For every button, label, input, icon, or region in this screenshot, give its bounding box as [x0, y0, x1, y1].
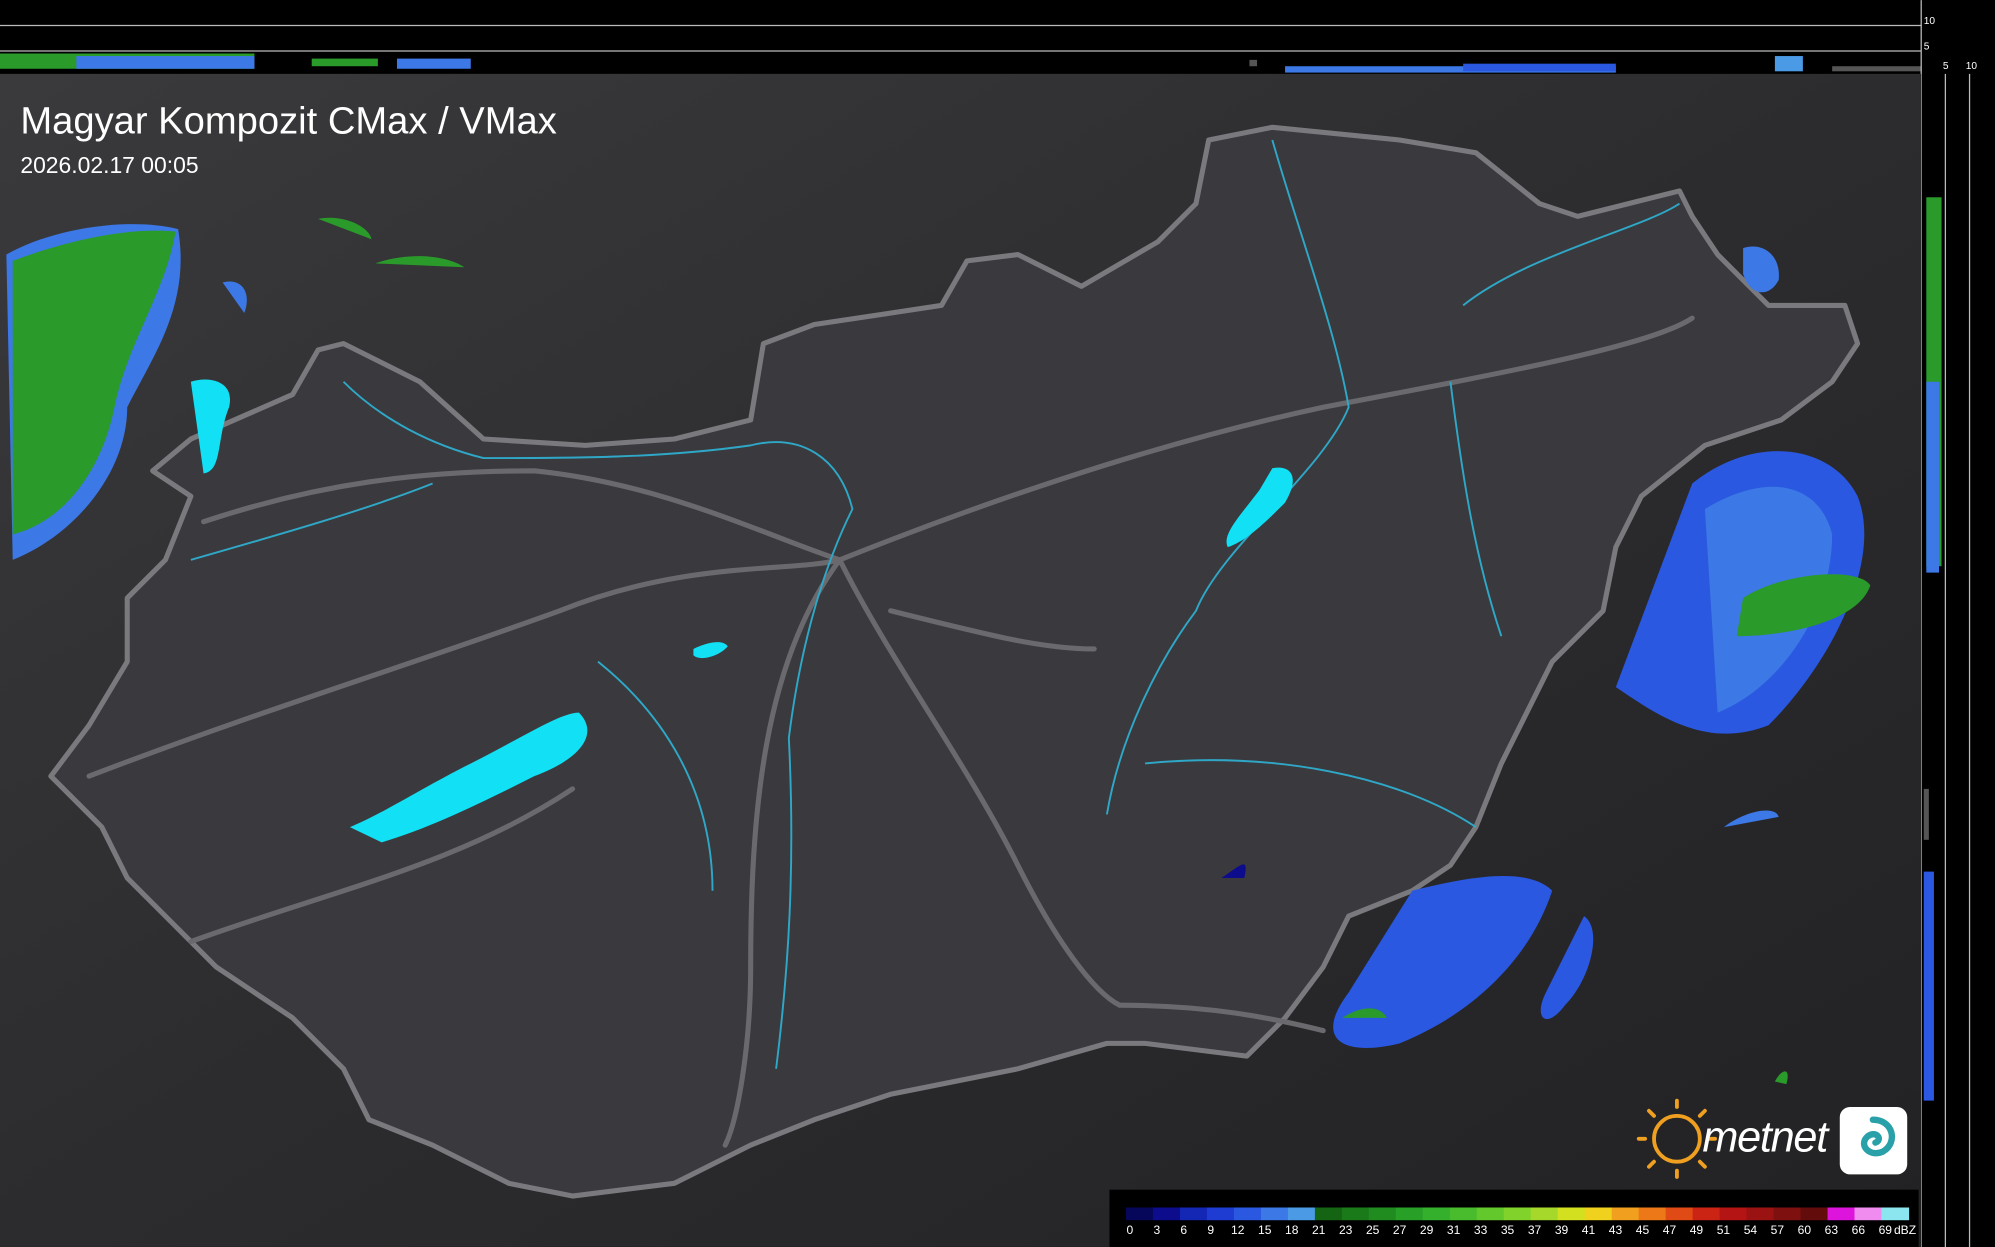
lake-balaton — [349, 712, 588, 843]
legend-label: 60 — [1798, 1223, 1812, 1237]
legend-label: 39 — [1555, 1223, 1569, 1237]
legend-swatch — [1692, 1207, 1721, 1221]
legend-label: 41 — [1582, 1223, 1596, 1237]
legend-swatch — [1287, 1207, 1316, 1221]
legend-swatch — [1773, 1207, 1802, 1221]
lake-velence — [693, 642, 728, 659]
legend-swatch — [1827, 1207, 1856, 1221]
legend-label: 31 — [1447, 1223, 1461, 1237]
legend-unit: dBZ — [1894, 1223, 1916, 1237]
legend-swatch — [1719, 1207, 1748, 1221]
roads — [86, 315, 1695, 1148]
legend: 0 3 6 9 12 15 18 21 23 25 27 29 31 33 35 37 39 41 43 45 47 49… — [1126, 1207, 1916, 1237]
legend-label: 12 — [1231, 1223, 1245, 1237]
logo-text: metnet — [1702, 1114, 1830, 1162]
profile-echo — [0, 53, 1922, 73]
legend-swatch — [1341, 1207, 1370, 1221]
legend-swatch — [1530, 1207, 1559, 1221]
country-hungary — [48, 124, 1861, 1199]
legend-swatch — [1800, 1207, 1829, 1221]
legend-swatch — [1368, 1207, 1397, 1221]
legend-label: 18 — [1285, 1223, 1299, 1237]
legend-label: 57 — [1771, 1223, 1785, 1237]
map-timestamp: 2026.02.17 00:05 — [20, 152, 198, 178]
radar-echo — [6, 217, 1871, 1085]
top-profile — [0, 0, 1995, 74]
legend-label: 33 — [1474, 1223, 1488, 1237]
legend-label: 9 — [1207, 1223, 1214, 1237]
legend-label: 69 — [1879, 1223, 1893, 1237]
legend-swatch — [1854, 1207, 1883, 1221]
legend-label: 25 — [1366, 1223, 1380, 1237]
legend-label: 27 — [1393, 1223, 1407, 1237]
legend-label: 0 — [1126, 1223, 1133, 1237]
legend-swatch — [1476, 1207, 1505, 1221]
legend-swatch — [1152, 1207, 1181, 1221]
legend-label: 54 — [1744, 1223, 1758, 1237]
profile-tick: 10 — [1924, 16, 1936, 27]
legend-label: 3 — [1153, 1223, 1160, 1237]
legend-label: 47 — [1663, 1223, 1677, 1237]
legend-label: 66 — [1852, 1223, 1866, 1237]
legend-label: 45 — [1636, 1223, 1650, 1237]
legend-swatch — [1126, 1207, 1154, 1221]
legend-swatch — [1746, 1207, 1775, 1221]
legend-swatch — [1881, 1207, 1910, 1221]
legend-swatch — [1260, 1207, 1289, 1221]
legend-swatch — [1638, 1207, 1667, 1221]
legend-swatch — [1233, 1207, 1262, 1221]
profile-tick: 5 — [1924, 42, 1930, 53]
map-title: Magyar Kompozit CMax / VMax — [20, 100, 556, 143]
legend-label: 51 — [1717, 1223, 1731, 1237]
profile-tick: 5 — [1943, 61, 1949, 72]
legend-swatch — [1449, 1207, 1478, 1221]
legend-label: 49 — [1690, 1223, 1704, 1237]
legend-label: 63 — [1825, 1223, 1839, 1237]
legend-label: 6 — [1180, 1223, 1187, 1237]
legend-swatch — [1611, 1207, 1640, 1221]
legend-swatch — [1584, 1207, 1613, 1221]
legend-swatch — [1503, 1207, 1532, 1221]
legend-swatch — [1314, 1207, 1343, 1221]
legend-label: 21 — [1312, 1223, 1326, 1237]
legend-swatch — [1557, 1207, 1586, 1221]
logo: metnet — [1636, 1098, 1908, 1179]
legend-swatch — [1395, 1207, 1424, 1221]
profile-echo — [1923, 197, 1942, 1101]
legend-label: 35 — [1501, 1223, 1515, 1237]
legend-swatch — [1206, 1207, 1235, 1221]
legend-label: 15 — [1258, 1223, 1272, 1237]
legend-swatch — [1665, 1207, 1694, 1221]
legend-label: 29 — [1420, 1223, 1434, 1237]
lake-tisza — [1226, 467, 1293, 548]
legend-label: 43 — [1609, 1223, 1623, 1237]
legend-label: 23 — [1339, 1223, 1353, 1237]
legend-swatch — [1422, 1207, 1451, 1221]
lake-neusiedl — [190, 379, 231, 474]
legend-label: 37 — [1528, 1223, 1542, 1237]
legend-swatch — [1179, 1207, 1208, 1221]
profile-tick: 10 — [1966, 61, 1978, 72]
